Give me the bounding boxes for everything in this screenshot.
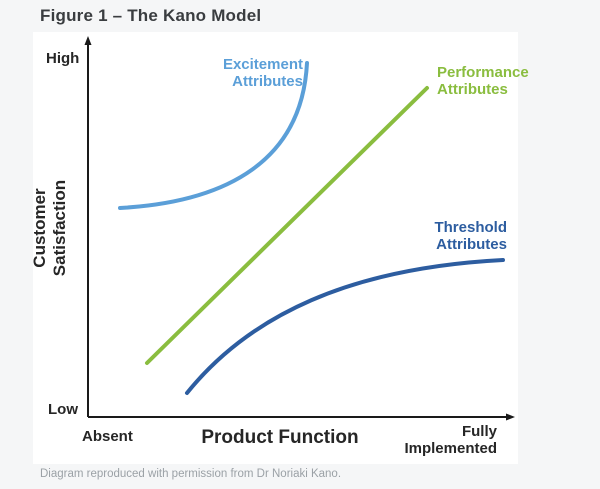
y-axis-low-label: Low [48,401,78,418]
axes-group [84,36,515,421]
performance-attributes-label: Performance Attributes [437,64,529,98]
y-axis-high-label: High [46,50,80,67]
fully-label-line2: Implemented [404,440,497,457]
performance-label-line1: Performance [437,64,529,81]
excitement-label-line2: Attributes [232,73,303,90]
x-axis-fully-implemented-label: Fully Implemented [404,423,497,457]
threshold-label-line2: Attributes [436,236,507,253]
excitement-label-line1: Excitement [222,56,303,73]
page-title: Figure 1 – The Kano Model [40,6,262,25]
threshold-attributes-label: Threshold Attributes [434,219,507,253]
y-axis-title: Customer Satisfaction [30,179,69,277]
performance-label-line2: Attributes [437,81,508,98]
x-axis-absent-label: Absent [82,428,133,445]
threshold-label-line1: Threshold [434,219,507,236]
x-axis-title: Product Function [201,427,359,448]
fully-label-line1: Fully [461,423,497,440]
figure-caption: Diagram reproduced with permission from … [40,468,342,480]
curves-group [118,61,505,395]
excitement-attributes-label: Excitement Attributes [223,56,303,90]
figure-background [33,32,518,464]
